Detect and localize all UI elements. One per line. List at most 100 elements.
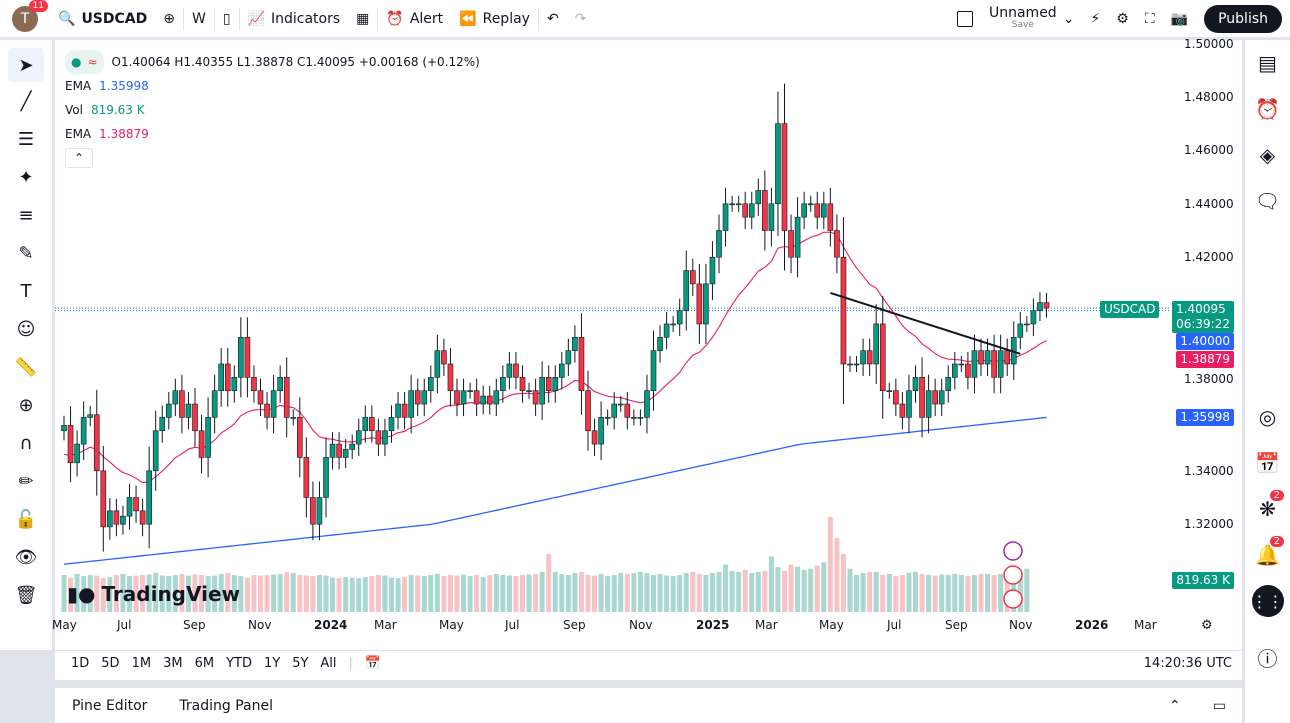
candle-body — [644, 390, 650, 418]
undo-button[interactable]: ↶ — [539, 0, 567, 37]
pattern-tool[interactable]: ✦ — [0, 158, 52, 196]
settings-button[interactable]: ⚙ — [1108, 0, 1137, 37]
volume-bar — [716, 571, 722, 612]
price-chart[interactable] — [55, 40, 1242, 650]
alert-button[interactable]: ⏰ Alert — [378, 0, 451, 37]
help-button[interactable]: ⓘ — [1245, 634, 1290, 680]
apps-button[interactable]: ⋮⋮ — [1245, 578, 1290, 624]
publish-button[interactable]: Publish — [1204, 4, 1282, 33]
candle-body — [532, 390, 539, 405]
time-tick: May — [52, 618, 77, 632]
candle-body — [388, 417, 395, 432]
avatar[interactable]: T 11 — [12, 0, 48, 32]
horizontal-lines-tool[interactable]: ☰ — [0, 120, 52, 158]
range-1m[interactable]: 1M — [131, 656, 152, 671]
chart-type-button[interactable]: ▯ — [215, 0, 239, 37]
ema-fast-tag: 1.38879 — [1176, 351, 1234, 368]
candle-body — [689, 270, 696, 285]
quick-search-button[interactable]: ⚡ — [1082, 0, 1108, 37]
ideas-button[interactable]: ◎ — [1245, 394, 1290, 440]
candle-body — [113, 510, 120, 525]
clock[interactable]: 14:20:36 UTC — [1143, 656, 1232, 671]
candle-body — [329, 443, 336, 458]
range-1y[interactable]: 1Y — [263, 656, 281, 671]
range-5d[interactable]: 5D — [101, 656, 120, 671]
collapse-legend-button[interactable]: ⌃ — [65, 148, 93, 168]
brush-tool[interactable]: ✎ — [0, 234, 52, 272]
emoji-tool[interactable]: ☺ — [0, 310, 52, 348]
measure-tool[interactable]: 📏 — [0, 348, 52, 386]
symbol-price-tag: USDCAD — [1100, 301, 1160, 318]
fib-tool[interactable]: ≡ — [0, 196, 52, 234]
candle-body — [100, 470, 107, 528]
candle-body — [224, 363, 231, 392]
pine-editor-tab[interactable]: Pine Editor — [72, 697, 148, 714]
zoom-tool[interactable]: ⊕ — [0, 386, 52, 424]
layout-button[interactable]: Unnamed Save ⌄ — [949, 0, 1082, 37]
hide-tool[interactable]: 👁 — [0, 538, 52, 576]
lock-tool[interactable]: 🔓 — [0, 500, 52, 538]
range-1d[interactable]: 1D — [71, 656, 90, 671]
price-axis[interactable]: 1.50000 1.48000 1.46000 1.44000 1.42000 1.380… — [1100, 36, 1242, 650]
volume-bar — [356, 578, 362, 612]
indicators-button[interactable]: 📈 Indicators — [240, 0, 349, 37]
ema2-label[interactable]: EMA — [65, 127, 92, 141]
volume-bar — [611, 575, 617, 612]
trading-panel-tab[interactable]: Trading Panel — [179, 697, 273, 714]
range-ytd[interactable]: YTD — [226, 656, 252, 671]
range-5y[interactable]: 5Y — [292, 656, 309, 671]
range-3m[interactable]: 3M — [163, 656, 183, 671]
time-tick: Mar — [374, 618, 397, 632]
draw-mode-tool[interactable]: ✏ — [0, 462, 52, 500]
maximize-icon[interactable]: ▭ — [1212, 697, 1226, 714]
notifications-button[interactable]: 🔔 2 — [1245, 532, 1290, 578]
goto-date-icon[interactable]: 📅 — [364, 656, 382, 671]
volume-bar — [670, 576, 676, 612]
volume-bar — [605, 576, 611, 612]
time-axis[interactable]: May Jul Sep Nov 2024 Mar May Jul Sep Nov 2025 Mar Ma… — [52, 618, 1242, 638]
volume-bar — [873, 571, 879, 612]
volume-bar — [657, 574, 663, 612]
candle-body — [906, 390, 912, 418]
remove-tool[interactable]: 🗑 — [0, 576, 52, 614]
symbol-search[interactable]: 🔍 USDCAD — [50, 0, 155, 37]
candle-body — [951, 363, 958, 378]
candle-body — [617, 403, 624, 406]
fullscreen-button[interactable]: ⛶ — [1137, 0, 1163, 37]
calendar-button[interactable]: 📅 — [1245, 440, 1290, 486]
apps-icon: ⋮⋮ — [1251, 585, 1284, 617]
web-button[interactable]: ❋ 2 — [1245, 486, 1290, 532]
ema1-label[interactable]: EMA — [65, 79, 92, 93]
candle-body — [185, 403, 192, 418]
watchlist-button[interactable]: ▤ — [1245, 40, 1290, 86]
candle-body — [834, 230, 840, 258]
redo-button[interactable]: ↷ — [567, 0, 595, 37]
candle-body — [441, 350, 447, 365]
candle-body — [126, 497, 133, 517]
chart-area[interactable]: ● ≈ O1.40064 H1.40355 L1.38878 C1.40095 +0… — [52, 36, 1242, 680]
candle-body — [166, 403, 172, 418]
volume-bar — [185, 575, 191, 612]
chat-button[interactable]: 🗨 — [1245, 178, 1290, 224]
candle-body — [827, 203, 834, 231]
cursor-tool[interactable]: ➤ — [8, 48, 44, 82]
text-tool[interactable]: T — [0, 272, 52, 310]
alerts-button[interactable]: ⏰ — [1245, 86, 1290, 132]
layers-button[interactable]: ◈ — [1245, 132, 1290, 178]
trendline-tool[interactable]: ╱ — [0, 82, 52, 120]
compare-button[interactable]: ⊕ — [155, 0, 183, 37]
replay-button[interactable]: ⏪ Replay — [451, 0, 538, 37]
vol-label[interactable]: Vol — [65, 103, 83, 117]
volume-bar — [913, 571, 918, 612]
volume-bar — [703, 575, 709, 612]
interval-button[interactable]: W — [191, 10, 206, 27]
snapshot-button[interactable]: 📷 — [1163, 0, 1196, 37]
range-6m[interactable]: 6M — [194, 656, 215, 671]
price-tick: 1.50000 — [1184, 36, 1234, 51]
chevron-up-icon[interactable]: ⌃ — [1169, 697, 1181, 714]
templates-button[interactable]: ▦ — [348, 0, 377, 37]
axis-settings-icon[interactable]: ⚙ — [1201, 618, 1213, 633]
range-all[interactable]: All — [320, 656, 337, 671]
volume-bar — [795, 566, 801, 612]
magnet-tool[interactable]: ∩ — [0, 424, 52, 462]
